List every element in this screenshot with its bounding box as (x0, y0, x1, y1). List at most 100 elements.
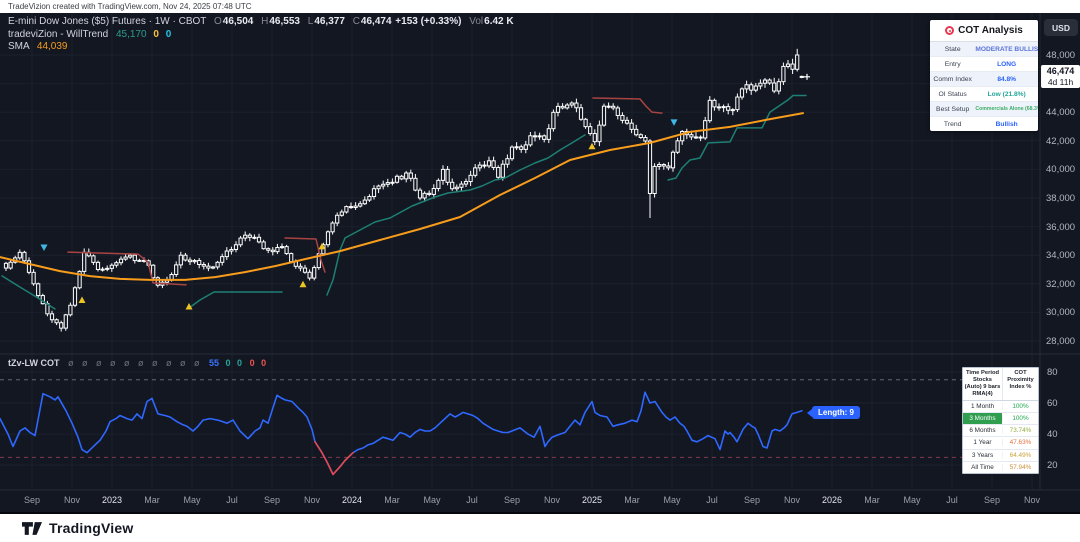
cot-row-label: Entry (944, 60, 961, 68)
cot-proximity-table: Time Period Stocks (Auto) 9 bars RMA(4) … (962, 367, 1039, 474)
low-value: 46,377 (314, 16, 345, 27)
cot-row-label: Best Setup (936, 105, 970, 113)
last-price-cross-icon (804, 73, 810, 80)
period-label: 6 Months (969, 427, 996, 435)
close-label: C (352, 16, 360, 27)
proximity-row-all-time: All Time 57.94% (963, 462, 1038, 473)
target-icon (945, 26, 955, 35)
indicator-tick: 40 (1047, 429, 1058, 441)
price-tick: 40,000 (1046, 164, 1076, 176)
time-label-month: Nov (303, 495, 321, 505)
indicator-tick: 60 (1047, 398, 1058, 410)
cot-row-value: MODERATE BULLISH (975, 45, 1038, 53)
period-label: 1 Month (970, 402, 995, 410)
open-label: O (213, 16, 222, 27)
indicator-params: ø ø ø ø ø ø ø ø ø ø (68, 358, 203, 368)
willtrend-line-down (67, 251, 187, 286)
period-label: 1 Year (973, 439, 992, 447)
buy-signal-icon (299, 280, 307, 288)
sma-value: 44,039 (36, 41, 68, 52)
sell-signal-icon (40, 244, 48, 252)
period-label: 3 Months (963, 413, 1002, 425)
willtrend-line-up (1, 275, 56, 310)
time-label-year: 2023 (101, 495, 123, 505)
cot-row-value: Commercials Alone (68.3%) (975, 106, 1038, 112)
proximity-row-1-year: 1 Year 47.63% (963, 437, 1038, 450)
cot-row-value: Bullish (995, 120, 1018, 128)
price-tick: 28,000 (1046, 336, 1076, 347)
cot-row-label: Comm Index (933, 75, 972, 83)
proximity-row-3-years: 3 Years 64.49% (963, 450, 1038, 462)
buy-signal-icon (588, 142, 596, 150)
willtrend-name: tradeviZion - WillTrend (8, 28, 109, 40)
sma-line (0, 112, 804, 281)
sma-name: SMA (8, 41, 30, 52)
cot-panel-title: COT Analysis (958, 25, 1023, 36)
volume-value: 6.42 K (484, 16, 514, 27)
proximity-value: 64.49% (1002, 451, 1038, 459)
time-label-month: Jul (466, 495, 478, 505)
cot-row-oi-status: OI Status Low (21.8%) (930, 87, 1038, 102)
proximity-value: 73.74% (1002, 427, 1038, 435)
indicator-tick: 80 (1047, 367, 1058, 378)
time-label-year: 2024 (341, 495, 363, 505)
cot-proximity-table-header: Time Period Stocks (Auto) 9 bars RMA(4) … (963, 368, 1038, 401)
attribution-bar: TradeVizion created with TradingView.com… (0, 0, 1080, 13)
open-value: 46,504 (222, 16, 254, 27)
symbol-legend-row: E-mini Dow Jones ($5) Futures · 1W · CBO… (8, 16, 514, 29)
low-label: L (307, 16, 314, 27)
time-label-month: Nov (1023, 495, 1041, 505)
price-tick: 32,000 (1046, 278, 1076, 290)
proximity-value: 57.94% (1002, 463, 1038, 471)
indicator-long-values: 0 0 (225, 358, 245, 368)
time-label-year: 2026 (821, 495, 843, 505)
proximity-value: 47.63% (1002, 439, 1038, 447)
willtrend-line-up (667, 94, 807, 181)
time-label-month: Nov (783, 495, 801, 505)
chart-legend: E-mini Dow Jones ($5) Futures · 1W · CBO… (8, 16, 514, 54)
cot-row-label: State (944, 45, 961, 53)
cot-panel-header: COT Analysis (930, 20, 1038, 42)
price-tick: 48,000 (1046, 50, 1076, 61)
proximity-value: 100% (1002, 402, 1038, 410)
cot-indicator-line (0, 391, 803, 476)
cot-row-value: LONG (997, 60, 1017, 68)
willtrend-line-up (188, 291, 283, 309)
time-label-month: Jul (226, 495, 238, 505)
time-label-month: Nov (63, 495, 81, 505)
price-tick: 44,000 (1046, 107, 1076, 119)
time-label-month: May (663, 495, 681, 505)
cot-row-value: 84.8% (997, 75, 1017, 83)
length-badge[interactable]: Length: 9 (807, 406, 860, 419)
cot-row-value: Low (21.8%) (987, 90, 1026, 98)
indicator-name: tZv-LW COT (8, 358, 60, 368)
time-label-month: Sep (23, 495, 41, 505)
buy-signal-icon (78, 296, 86, 304)
proximity-row-3-months: 3 Months 100% (963, 413, 1038, 426)
currency-button[interactable]: USD (1044, 19, 1078, 36)
high-value: 46,553 (269, 16, 300, 27)
indicator-legend: tZv-LW COT ø ø ø ø ø ø ø ø ø ø 55 0 0 0 … (8, 358, 268, 368)
cot-row-comm-index: Comm Index 84.8% (930, 72, 1038, 87)
buy-signal-icon (185, 302, 193, 310)
cot-analysis-panel: COT Analysis State MODERATE BULLISH Entry L… (930, 20, 1038, 131)
attribution-text: TradeVizion created with TradingView.com… (8, 2, 252, 11)
footer-bar: TradingView (0, 512, 1080, 542)
time-label-month: Sep (983, 495, 1001, 505)
cot-oversold-segment (314, 441, 354, 476)
time-label-month: Jul (706, 495, 718, 505)
price-tick: 42,000 (1046, 135, 1076, 147)
willtrend-value: 45,170 (116, 28, 147, 40)
period-label: 3 Years (971, 451, 994, 459)
time-label-month: Jul (946, 495, 958, 505)
price-tick: 34,000 (1046, 250, 1076, 262)
willtrend-legend-row: tradeviZion - WillTrend 45,170 0 0 (8, 29, 514, 42)
candles (3, 48, 804, 332)
indicator-short-values: 0 0 (249, 358, 269, 368)
willtrend-line-up (326, 134, 586, 296)
period-label: All Time (971, 463, 994, 471)
proximity-row-6-months: 6 Months 73.74% (963, 425, 1038, 438)
time-label-month: Sep (503, 495, 521, 505)
